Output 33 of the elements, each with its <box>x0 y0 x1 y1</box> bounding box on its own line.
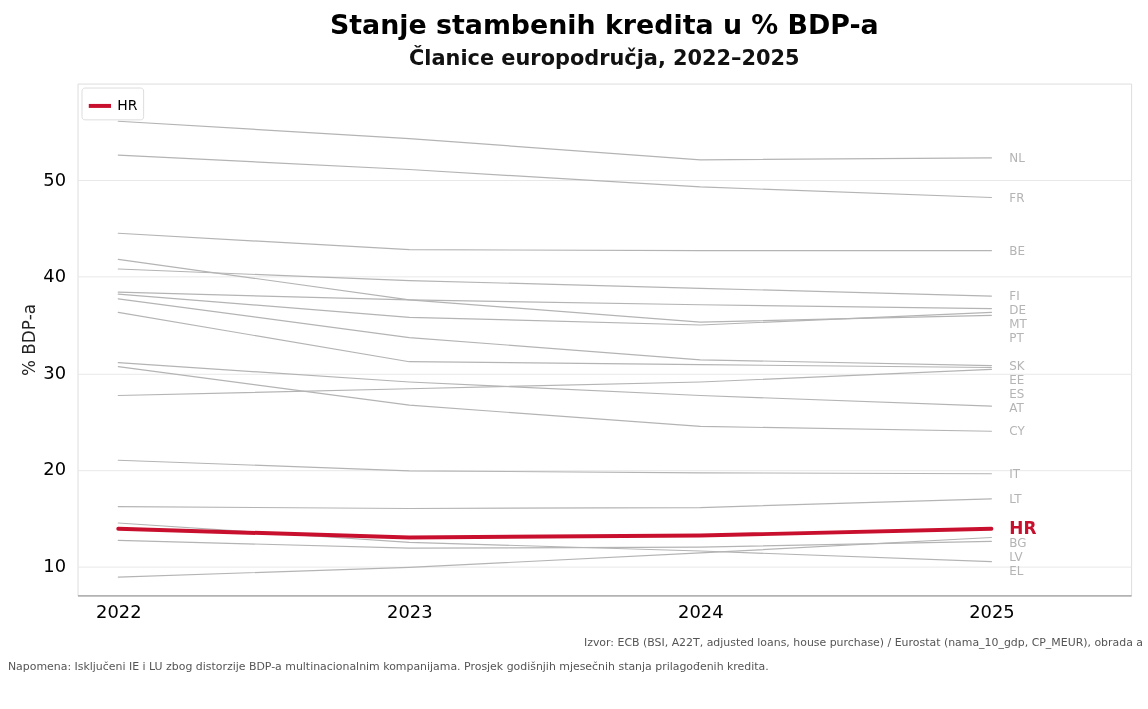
y-tick-label: 10 <box>43 554 67 576</box>
text: Napomena: Isključeni IE i LU zbog distorzije BDP-a multinacionalnim kompanijama. Prosjek godišnjih mjesečnih stanja prilagođenih kredita. <box>7 659 769 673</box>
series-label: FI <box>1009 289 1020 304</box>
y-tick-label: 30 <box>43 361 67 383</box>
x-tick-label: 2022 <box>96 600 142 622</box>
series-label: BE <box>1009 243 1025 258</box>
series-label: BG <box>1009 535 1027 550</box>
x-tick-label: 2023 <box>387 600 433 622</box>
series-label: SK <box>1009 358 1026 373</box>
series-label: EL <box>1009 563 1024 578</box>
series-label: IT <box>1009 466 1021 481</box>
x-tick-label: 2024 <box>678 600 724 622</box>
y-tick-label: 50 <box>43 168 67 190</box>
series-label: LV <box>1009 549 1024 564</box>
text: ES <box>1009 386 1025 401</box>
series-label: NL <box>1009 150 1026 165</box>
series-label: MT <box>1009 317 1028 332</box>
y-axis-title: % BDP-a <box>19 303 40 377</box>
y-tick-label: 40 <box>43 265 67 287</box>
legend-label: HR <box>117 96 138 113</box>
text: HR <box>1009 517 1037 538</box>
series-label: FR <box>1009 190 1025 205</box>
series-label: DE <box>1009 303 1026 318</box>
chart-title: Stanje stambenih kredita u % BDP-a <box>329 8 879 40</box>
series-label: AT <box>1009 400 1025 415</box>
text: Izvor: ECB (BSI, A22T, adjusted loans, house purchase) / Eurostat (nama_10_gdp, CP_MEUR), obrada a <box>583 636 1144 650</box>
x-tick-label: 2025 <box>969 600 1015 622</box>
series-label: LT <box>1009 491 1023 506</box>
series-label: CY <box>1009 424 1026 439</box>
y-tick-label: 20 <box>43 458 67 480</box>
chart-subtitle: Članice europodručja, 2022–2025 <box>409 44 800 70</box>
series-label: PT <box>1009 331 1025 346</box>
series-label: EE <box>1009 372 1025 387</box>
